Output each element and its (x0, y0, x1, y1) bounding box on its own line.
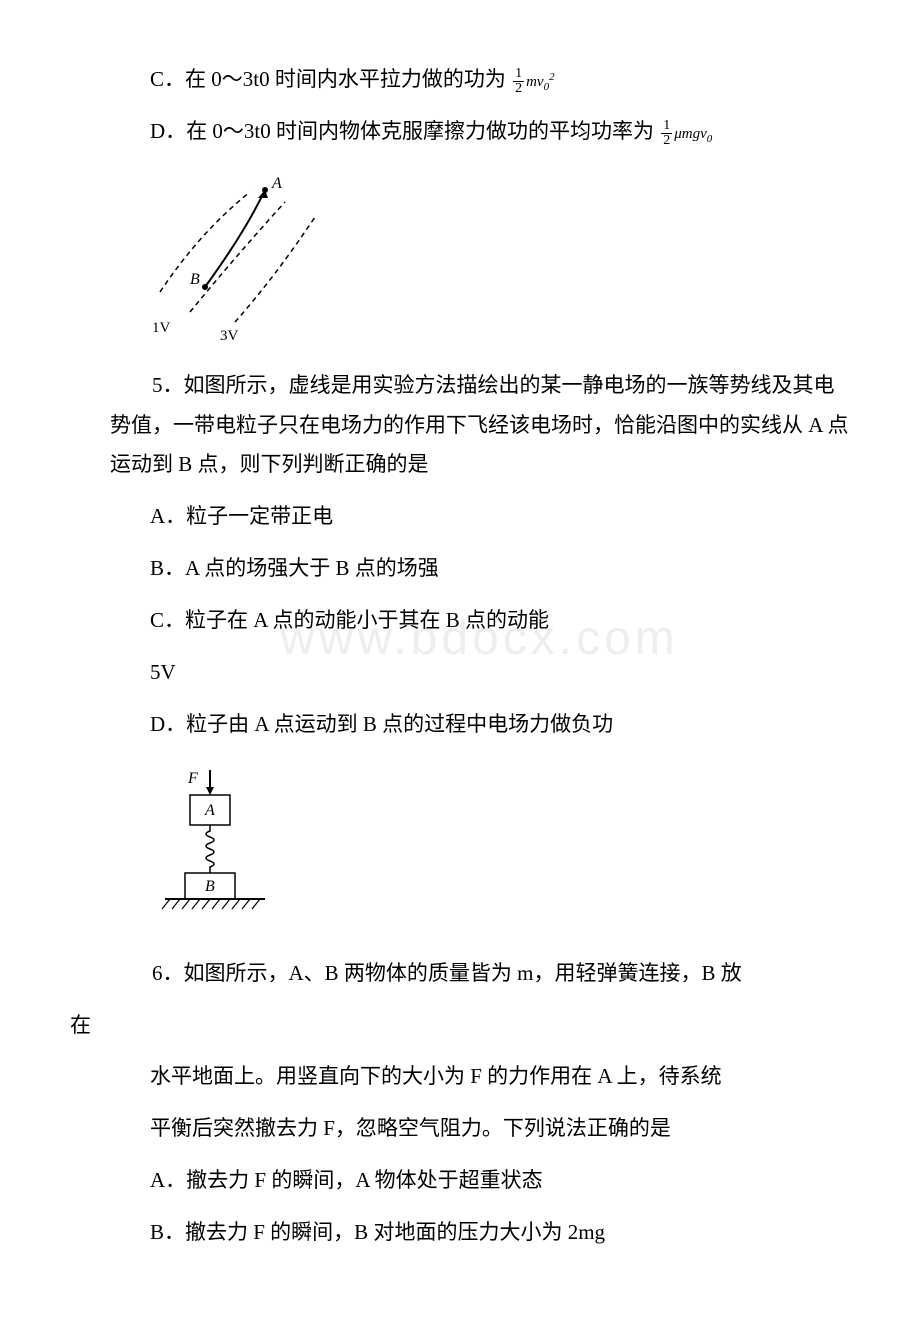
q5-option-c: C．粒子在 A 点的动能小于其在 B 点的动能 (150, 601, 850, 641)
q5-extra-5v: 5V (150, 653, 850, 693)
q4-optd-math: μmgv0 (674, 126, 712, 142)
svg-text:1V: 1V (152, 320, 171, 336)
q5-figure: A B 1V 3V (150, 172, 850, 356)
q4-optd-text: D．在 0～3t0 时间内物体克服摩擦力做功的平均功率为 (150, 119, 654, 143)
q4-option-d: D．在 0～3t0 时间内物体克服摩擦力做功的平均功率为 1 2 μmgv0 (150, 112, 850, 152)
q6-option-b: B．撤去力 F 的瞬间，B 对地面的压力大小为 2mg (150, 1213, 850, 1253)
q4-optc-math: mv02 (526, 74, 555, 90)
svg-text:A: A (271, 175, 282, 192)
q6-figure: F A B (150, 765, 850, 944)
q4-optd-frac: 1 2 (661, 119, 672, 148)
q6-stem-3: 平衡后突然撤去力 F，忽略空气阻力。下列说法正确的是 (150, 1109, 850, 1149)
q6-stem-1: 6．如图所示，A、B 两物体的质量皆为 m，用轻弹簧连接，B 放 (110, 954, 850, 994)
q6-stem-2: 水平地面上。用竖直向下的大小为 F 的力作用在 A 上，待系统 (150, 1057, 850, 1097)
q5-stem: 5．如图所示，虚线是用实验方法描绘出的某一静电场的一族等势线及其电势值，一带电粒… (110, 366, 850, 486)
svg-text:3V: 3V (220, 328, 239, 342)
q4-optc-text: C．在 0～3t0 时间内水平拉力做的功为 (150, 67, 506, 91)
q6-option-a: A．撤去力 F 的瞬间，A 物体处于超重状态 (150, 1161, 850, 1201)
q5-option-d: D．粒子由 A 点运动到 B 点的过程中电场力做负功 (150, 705, 850, 745)
svg-text:B: B (190, 271, 200, 288)
q4-option-c: C．在 0～3t0 时间内水平拉力做的功为 1 2 mv02 (150, 60, 850, 100)
q6-stem-1-hang: 在 (70, 1006, 850, 1046)
svg-text:F: F (187, 770, 198, 787)
q5-option-b: B．A 点的场强大于 B 点的场强 (150, 549, 850, 589)
svg-text:B: B (205, 878, 215, 895)
svg-text:A: A (204, 802, 215, 819)
q4-optc-frac: 1 2 (513, 67, 524, 96)
q5-option-a: A．粒子一定带正电 (150, 497, 850, 537)
